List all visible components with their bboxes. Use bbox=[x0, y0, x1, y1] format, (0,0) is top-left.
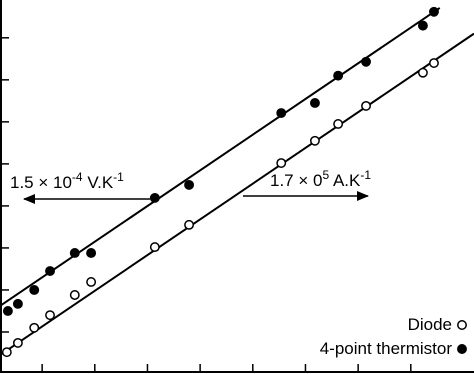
point bbox=[86, 248, 97, 258]
fit-line bbox=[0, 7, 441, 307]
point bbox=[45, 310, 55, 321]
point bbox=[276, 158, 287, 168]
superscript: 5 bbox=[322, 168, 329, 182]
point bbox=[12, 298, 23, 309]
point bbox=[149, 242, 160, 253]
annotation-text: V.K bbox=[83, 173, 114, 192]
legend-marker bbox=[457, 320, 467, 330]
point bbox=[12, 337, 23, 348]
point bbox=[361, 100, 371, 111]
fit-line bbox=[0, 32, 474, 356]
legend-label: Diode bbox=[408, 315, 452, 334]
point bbox=[1, 347, 12, 358]
point bbox=[29, 285, 40, 295]
point bbox=[184, 179, 195, 190]
point bbox=[86, 277, 97, 287]
point bbox=[276, 108, 287, 118]
point bbox=[333, 119, 344, 129]
legend-marker bbox=[457, 344, 467, 354]
point bbox=[2, 306, 13, 316]
legend-label: 4-point thermistor bbox=[320, 339, 453, 358]
point bbox=[333, 70, 344, 81]
point bbox=[149, 192, 160, 203]
annotation-text: A.K bbox=[329, 171, 361, 190]
annotation: 1.7 × 05 A.K-1 bbox=[270, 168, 371, 190]
annotation-text: 1.5 × 10 bbox=[10, 173, 72, 192]
point bbox=[429, 58, 439, 68]
point bbox=[45, 266, 55, 276]
point bbox=[309, 135, 320, 146]
superscript: -1 bbox=[113, 170, 124, 184]
point bbox=[29, 322, 40, 333]
superscript: -4 bbox=[72, 170, 83, 184]
annotation-text: 1.7 × 0 bbox=[270, 171, 322, 190]
superscript: -1 bbox=[360, 168, 371, 182]
annotation: 1.5 × 10-4 V.K-1 bbox=[10, 170, 124, 192]
point bbox=[69, 290, 80, 300]
point bbox=[69, 248, 80, 258]
point bbox=[429, 6, 439, 17]
point bbox=[309, 98, 320, 108]
point bbox=[361, 56, 371, 67]
point bbox=[184, 219, 195, 230]
point bbox=[417, 67, 428, 78]
point bbox=[417, 20, 428, 31]
